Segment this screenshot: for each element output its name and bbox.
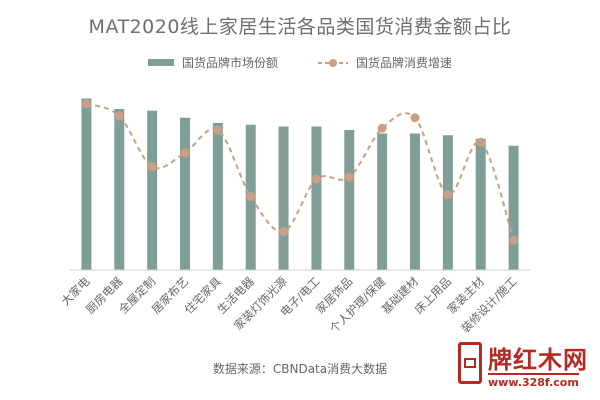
bar-0 — [81, 98, 92, 270]
source-note: 数据来源：CBNData消费大数据 — [212, 362, 388, 376]
growth-point-2 — [147, 162, 157, 172]
growth-point-12 — [476, 137, 486, 147]
bar-8 — [344, 130, 355, 270]
legend-line-marker — [329, 58, 337, 67]
growth-point-6 — [279, 227, 289, 236]
growth-point-8 — [344, 172, 354, 182]
bar-12 — [475, 138, 486, 270]
growth-point-7 — [311, 174, 321, 184]
growth-point-3 — [180, 148, 190, 158]
bar-10 — [410, 133, 420, 270]
legend-swatch-bar — [147, 59, 174, 66]
bar-9 — [377, 133, 388, 270]
bar-6 — [278, 126, 289, 270]
legend-label-market-share: 国货品牌市场份额 — [181, 56, 278, 70]
bar-3 — [180, 117, 190, 270]
bar-1 — [114, 109, 125, 270]
bar-2 — [147, 110, 158, 270]
legend-label-growth: 国货品牌消费增速 — [356, 56, 453, 70]
chart-title: MAT2020线上家居生活各品类国货消费金额占比 — [88, 16, 512, 38]
growth-point-10 — [410, 113, 420, 123]
growth-point-11 — [443, 190, 453, 200]
legend-item-growth: 国货品牌消费增速 — [318, 54, 452, 71]
bar-7 — [311, 126, 322, 270]
growth-point-13 — [509, 235, 519, 245]
bar-4 — [212, 123, 223, 270]
legend: 国货品牌市场份额 国货品牌消费增速 — [0, 54, 600, 71]
watermark-url: www.328f.com — [488, 373, 579, 389]
growth-point-0 — [81, 99, 91, 109]
watermark-brand: 牌红木网 — [488, 346, 588, 374]
legend-swatch-line — [318, 58, 348, 67]
bar-13 — [508, 145, 519, 270]
growth-point-9 — [377, 123, 387, 133]
bar-11 — [442, 135, 453, 270]
growth-point-1 — [114, 111, 124, 121]
growth-point-5 — [246, 192, 256, 201]
growth-line — [86, 102, 515, 241]
watermark-logo: 牌红木网 www.328f.com — [458, 340, 598, 398]
watermark-logo-mark — [458, 342, 482, 384]
growth-point-4 — [213, 125, 223, 135]
legend-item-market-share: 国货品牌市场份额 — [147, 54, 278, 71]
